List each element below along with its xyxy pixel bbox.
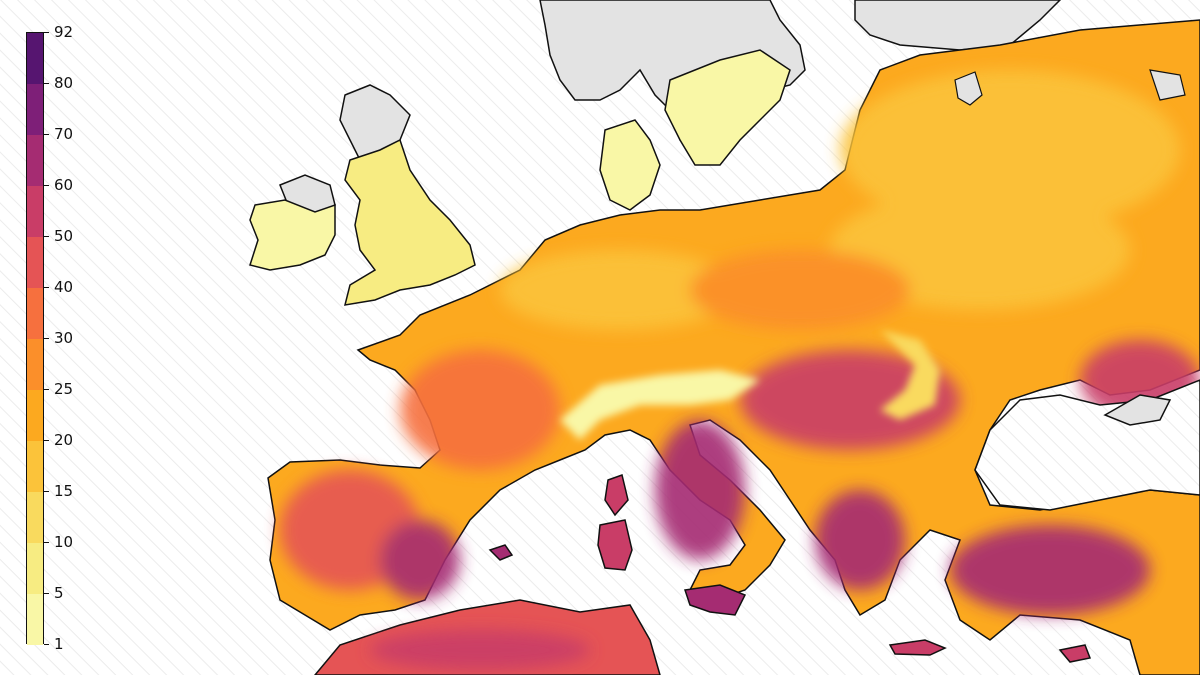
lake-ladoga bbox=[954, 71, 983, 106]
colorbar-tick-mark bbox=[44, 83, 49, 84]
colorbar-tick-label: 80 bbox=[54, 74, 74, 92]
colorbar-segment bbox=[27, 390, 43, 441]
colorbar-segment bbox=[27, 237, 43, 288]
land-ireland bbox=[249, 199, 336, 271]
land-cyprus bbox=[1058, 644, 1092, 663]
land-sicily bbox=[684, 584, 747, 616]
colorbar-tick-mark bbox=[44, 134, 49, 135]
colorbar-tick-label: 50 bbox=[54, 227, 74, 245]
colorbar-tick-label: 20 bbox=[54, 431, 74, 449]
colorbar-tick-mark bbox=[44, 287, 49, 288]
colorbar-tick-mark bbox=[44, 185, 49, 186]
colorbar-segment bbox=[27, 186, 43, 237]
land-crimea bbox=[1103, 394, 1172, 426]
heat-field bbox=[280, 70, 1200, 670]
land-britain bbox=[343, 138, 476, 306]
land-sardinia bbox=[597, 519, 633, 571]
land-corsica bbox=[604, 474, 629, 517]
colorbar-segment bbox=[27, 492, 43, 543]
colorbar-segment bbox=[27, 288, 43, 339]
colorbar-segment bbox=[27, 339, 43, 390]
colorbar-tick-label: 25 bbox=[54, 380, 74, 398]
colorbar-tick-mark bbox=[44, 491, 49, 492]
colorbar-segment bbox=[27, 441, 43, 492]
colorbar-segment bbox=[27, 594, 43, 645]
colorbar-tick-label: 1 bbox=[54, 635, 64, 653]
colorbar-segment bbox=[27, 135, 43, 186]
colorbar-tick-label: 70 bbox=[54, 125, 74, 143]
colorbar-tick-label: 40 bbox=[54, 278, 74, 296]
colorbar-tick-label: 30 bbox=[54, 329, 74, 347]
colorbar-segment bbox=[27, 84, 43, 135]
colorbar-tick-mark bbox=[44, 644, 49, 645]
colorbar-tick-label: 60 bbox=[54, 176, 74, 194]
colorbar-tick-label: 5 bbox=[54, 584, 64, 602]
land-crete bbox=[888, 639, 947, 656]
colorbar-tick-mark bbox=[44, 236, 49, 237]
colorbar-tick-label: 10 bbox=[54, 533, 74, 551]
colorbar-tick-label: 15 bbox=[54, 482, 74, 500]
colorbar-segment bbox=[27, 33, 43, 84]
lake-onega bbox=[1149, 69, 1186, 101]
land-south-sweden bbox=[664, 49, 791, 166]
land-balearic bbox=[488, 544, 514, 561]
colorbar-tick-mark bbox=[44, 542, 49, 543]
land-denmark bbox=[599, 119, 661, 211]
colorbar-segment bbox=[27, 543, 43, 594]
colorbar-tick-mark bbox=[44, 593, 49, 594]
alps-low bbox=[560, 330, 940, 440]
colorbar-tick-mark bbox=[44, 389, 49, 390]
colorbar-tick-mark bbox=[44, 32, 49, 33]
colorbar bbox=[26, 32, 44, 645]
colorbar-tick-mark bbox=[44, 440, 49, 441]
colorbar-tick-mark bbox=[44, 338, 49, 339]
colorbar-tick-label: 92 bbox=[54, 23, 74, 41]
